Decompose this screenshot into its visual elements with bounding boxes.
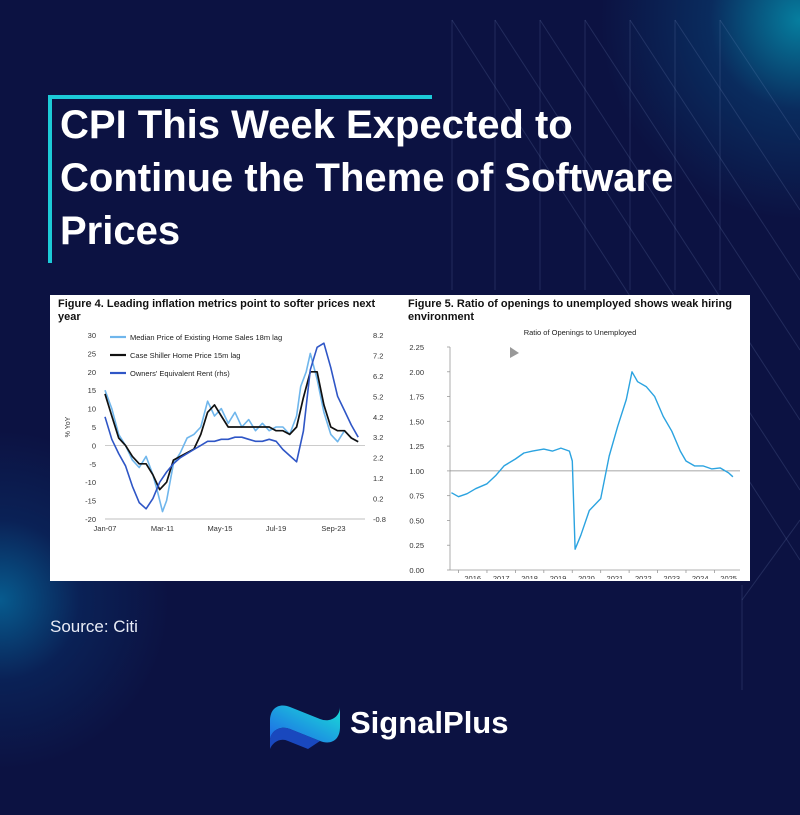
y-axis-label: % YoY	[65, 416, 72, 437]
y-tick-label: 20	[88, 368, 96, 377]
signalplus-logo-icon	[270, 705, 340, 749]
y2-tick-label: 4.2	[373, 413, 383, 422]
x-tick-label: 2019	[550, 574, 567, 579]
y-tick-label: 0.00	[409, 566, 424, 575]
page-title: CPI This Week Expected to Continue the T…	[60, 103, 674, 253]
x-tick-label: Jul-19	[266, 524, 286, 533]
y2-tick-label: 1.2	[373, 474, 383, 483]
y2-tick-label: 7.2	[373, 351, 383, 360]
figure5-chart: Ratio of Openings to Unemployed 2.25 2.00…	[409, 328, 740, 579]
source-caption: Source: Citi	[50, 617, 138, 636]
x-tick-label: Mar-11	[151, 524, 174, 533]
series-openings-ratio-line	[451, 371, 734, 550]
accent-bar-left	[48, 95, 52, 263]
x-tick-label: 2022	[635, 574, 652, 579]
legend-label-median-price: Median Price of Existing Home Sales 18m …	[130, 333, 282, 342]
figure5-subtitle: Ratio of Openings to Unemployed	[524, 328, 637, 337]
accent-bar-top	[48, 95, 432, 99]
y-tick-label: -5	[89, 460, 96, 469]
y-tick-label: -15	[85, 497, 96, 506]
y-tick-label: 10	[88, 405, 96, 414]
legend-label-oer: Owners' Equivalent Rent (rhs)	[130, 369, 230, 378]
series-oer-line	[104, 342, 359, 510]
figure5-title: Figure 5. Ratio of openings to unemploye…	[408, 298, 732, 323]
series-case-shiller-line	[104, 370, 359, 491]
y2-tick-label: 3.2	[373, 433, 383, 442]
x-tick-label: Jan-07	[94, 524, 117, 533]
x-tick-label: Sep-23	[321, 524, 345, 533]
y2-tick-label: 5.2	[373, 392, 383, 401]
figure4-title: Figure 4. Leading inflation metrics poin…	[58, 298, 376, 323]
legend-label-case-shiller: Case Shiller Home Price 15m lag	[130, 351, 240, 360]
x-tick-label: 2017	[493, 574, 510, 579]
y-tick-label: 0	[92, 441, 96, 450]
cursor-icon	[510, 347, 519, 358]
y-tick-label: 0.50	[409, 516, 424, 525]
y2-tick-label: -0.8	[373, 515, 386, 524]
y-tick-label: 5	[92, 423, 96, 432]
y-tick-label: 30	[88, 331, 96, 340]
x-tick-label: 2025	[720, 574, 737, 579]
x-tick-label: 2023	[663, 574, 680, 579]
figure4-chart: Median Price of Existing Home Sales 18m …	[65, 331, 386, 533]
x-tick-label: 2020	[578, 574, 595, 579]
y-tick-label: 1.25	[409, 442, 424, 451]
y-tick-label: 1.75	[409, 393, 424, 402]
x-tick-label: 2024	[692, 574, 709, 579]
y-tick-label: 2.25	[409, 343, 424, 352]
y-tick-label: -10	[85, 478, 96, 487]
y-tick-label: 1.50	[409, 417, 424, 426]
y-tick-label: 2.00	[409, 368, 424, 377]
y-tick-label: 1.00	[409, 467, 424, 476]
x-tick-label: 2021	[607, 574, 624, 579]
x-tick-label: 2016	[464, 574, 481, 579]
y2-tick-label: 0.2	[373, 495, 383, 504]
y-tick-label: 0.75	[409, 492, 424, 501]
brand-name: SignalPlus	[350, 705, 509, 740]
y-tick-label: 15	[88, 386, 96, 395]
x-tick-label: May-15	[207, 524, 232, 533]
series-median-price-line	[104, 352, 359, 513]
x-tick-label: 2018	[521, 574, 538, 579]
y2-tick-label: 8.2	[373, 331, 383, 340]
y2-tick-label: 6.2	[373, 372, 383, 381]
y2-tick-label: 2.2	[373, 454, 383, 463]
figure4-legend: Median Price of Existing Home Sales 18m …	[110, 333, 282, 378]
y-tick-label: -20	[85, 515, 96, 524]
figure-panel: Figure 4. Leading inflation metrics poin…	[50, 295, 750, 581]
y-tick-label: 25	[88, 349, 96, 358]
y-tick-label: 0.25	[409, 541, 424, 550]
